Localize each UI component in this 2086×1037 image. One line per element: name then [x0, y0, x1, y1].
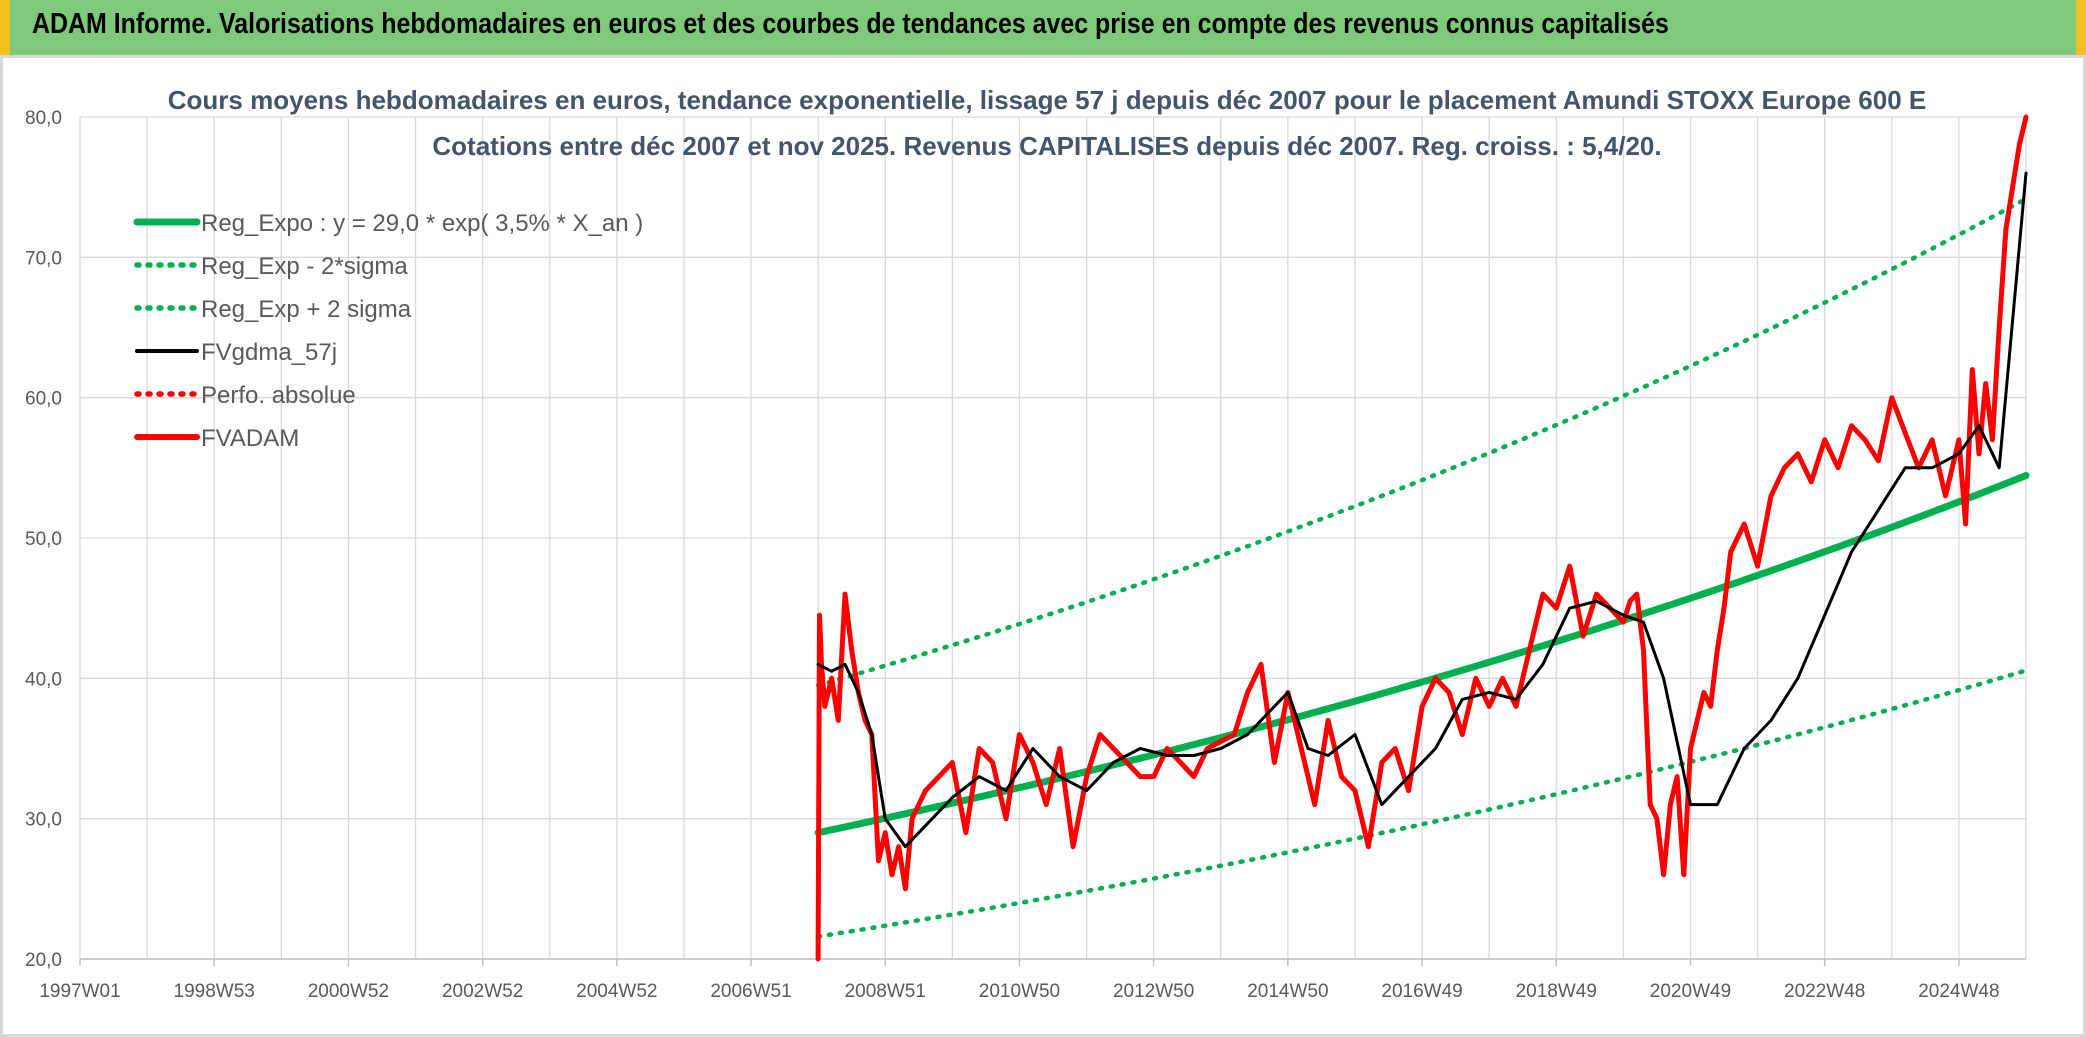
axes: 20,0 30,0 40,0 50,0 60,0 70,0 80,0 1997W01 1998W… — [25, 108, 2026, 1002]
x-tick-label: 2012W50 — [1113, 981, 1194, 1002]
series-line-3 — [816, 171, 2028, 849]
legend: Reg_Expo : y = 29,0 * exp( 3,5% * X_an )… — [133, 210, 643, 452]
legend-label: FVADAM — [201, 425, 299, 452]
y-tick-label: 40,0 — [25, 669, 62, 690]
legend-label: Reg_Exp - 2*sigma — [201, 253, 408, 280]
x-tick-label: 2000W52 — [308, 981, 389, 1002]
y-tick-label: 60,0 — [25, 389, 62, 410]
y-tick-label: 70,0 — [25, 248, 62, 269]
series-line-1 — [815, 668, 2029, 939]
chart-area — [0, 55, 2086, 1037]
chart-title: Cours moyens hebdomadaires en euros, ten… — [168, 85, 1926, 115]
legend-label: Reg_Expo : y = 29,0 * exp( 3,5% * X_an ) — [201, 210, 643, 237]
series-line-5 — [815, 114, 2029, 962]
legend-label: Reg_Exp + 2 sigma — [201, 296, 412, 323]
report-banner: ADAM Informe. Valorisations hebdomadaire… — [0, 0, 2086, 55]
legend-label: Perfo. absolue — [201, 382, 356, 409]
x-tick-label: 2004W52 — [576, 981, 657, 1002]
y-tick-label: 50,0 — [25, 529, 62, 550]
chart-subtitle: Cotations entre déc 2007 et nov 2025. Re… — [432, 131, 1661, 161]
x-tick-label: 2018W49 — [1516, 981, 1597, 1002]
x-tick-label: 2016W49 — [1381, 981, 1462, 1002]
grid — [79, 116, 2027, 960]
x-tick-label: 2010W50 — [979, 981, 1060, 1002]
x-tick-label: 1998W53 — [174, 981, 255, 1002]
y-tick-label: 30,0 — [25, 810, 62, 831]
x-tick-label: 2020W49 — [1650, 981, 1731, 1002]
series-line-0 — [814, 472, 2030, 837]
x-tick-label: 2006W51 — [710, 981, 791, 1002]
x-tick-label: 2022W48 — [1784, 981, 1865, 1002]
x-tick-label: 2008W51 — [845, 981, 926, 1002]
report-title: ADAM Informe. Valorisations hebdomadaire… — [32, 8, 1669, 40]
series-line-2 — [815, 196, 2029, 688]
x-tick-label: 2002W52 — [442, 981, 523, 1002]
x-tick-label: 2024W48 — [1918, 981, 1999, 1002]
x-tick-label: 1997W01 — [39, 981, 120, 1002]
y-tick-label: 20,0 — [25, 950, 62, 971]
legend-label: FVgdma_57j — [201, 339, 337, 366]
y-tick-label: 80,0 — [25, 108, 62, 129]
plot-series — [814, 114, 2030, 962]
x-tick-label: 2014W50 — [1247, 981, 1328, 1002]
